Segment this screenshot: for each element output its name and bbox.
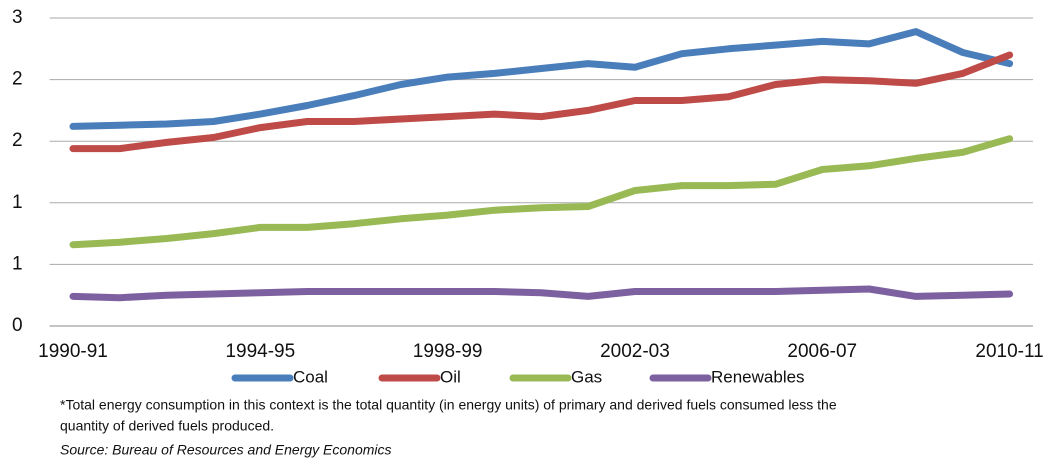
legend-label: Gas xyxy=(571,367,602,386)
y-tick-label: 2 xyxy=(12,130,23,151)
y-tick-label: 0 xyxy=(12,315,23,336)
y-tick-label: 1 xyxy=(12,253,23,274)
series-line xyxy=(69,51,1014,153)
series-line xyxy=(69,285,1014,302)
y-tick-label: 2 xyxy=(12,69,23,90)
x-tick-label: 1994-95 xyxy=(225,341,295,362)
footnote: *Total energy consumption in this contex… xyxy=(60,397,837,413)
legend-label: Renewables xyxy=(711,367,805,386)
series-line xyxy=(69,135,1014,249)
x-tick-label: 1990-91 xyxy=(38,341,108,362)
x-tick-label: 2006-07 xyxy=(787,341,857,362)
y-tick-label: 3 xyxy=(12,7,23,28)
x-tick-label: 2002-03 xyxy=(600,341,670,362)
source: Source: Bureau of Resources and Energy E… xyxy=(60,442,392,458)
y-tick-label: 1 xyxy=(12,192,23,213)
x-tick-label: 2010-11 xyxy=(975,341,1043,362)
footnote: quantity of derived fuels produced. xyxy=(60,418,274,434)
legend-label: Oil xyxy=(440,367,461,386)
series-line xyxy=(69,28,1014,130)
legend-label: Coal xyxy=(293,367,328,386)
x-tick-label: 1998-99 xyxy=(413,341,483,362)
